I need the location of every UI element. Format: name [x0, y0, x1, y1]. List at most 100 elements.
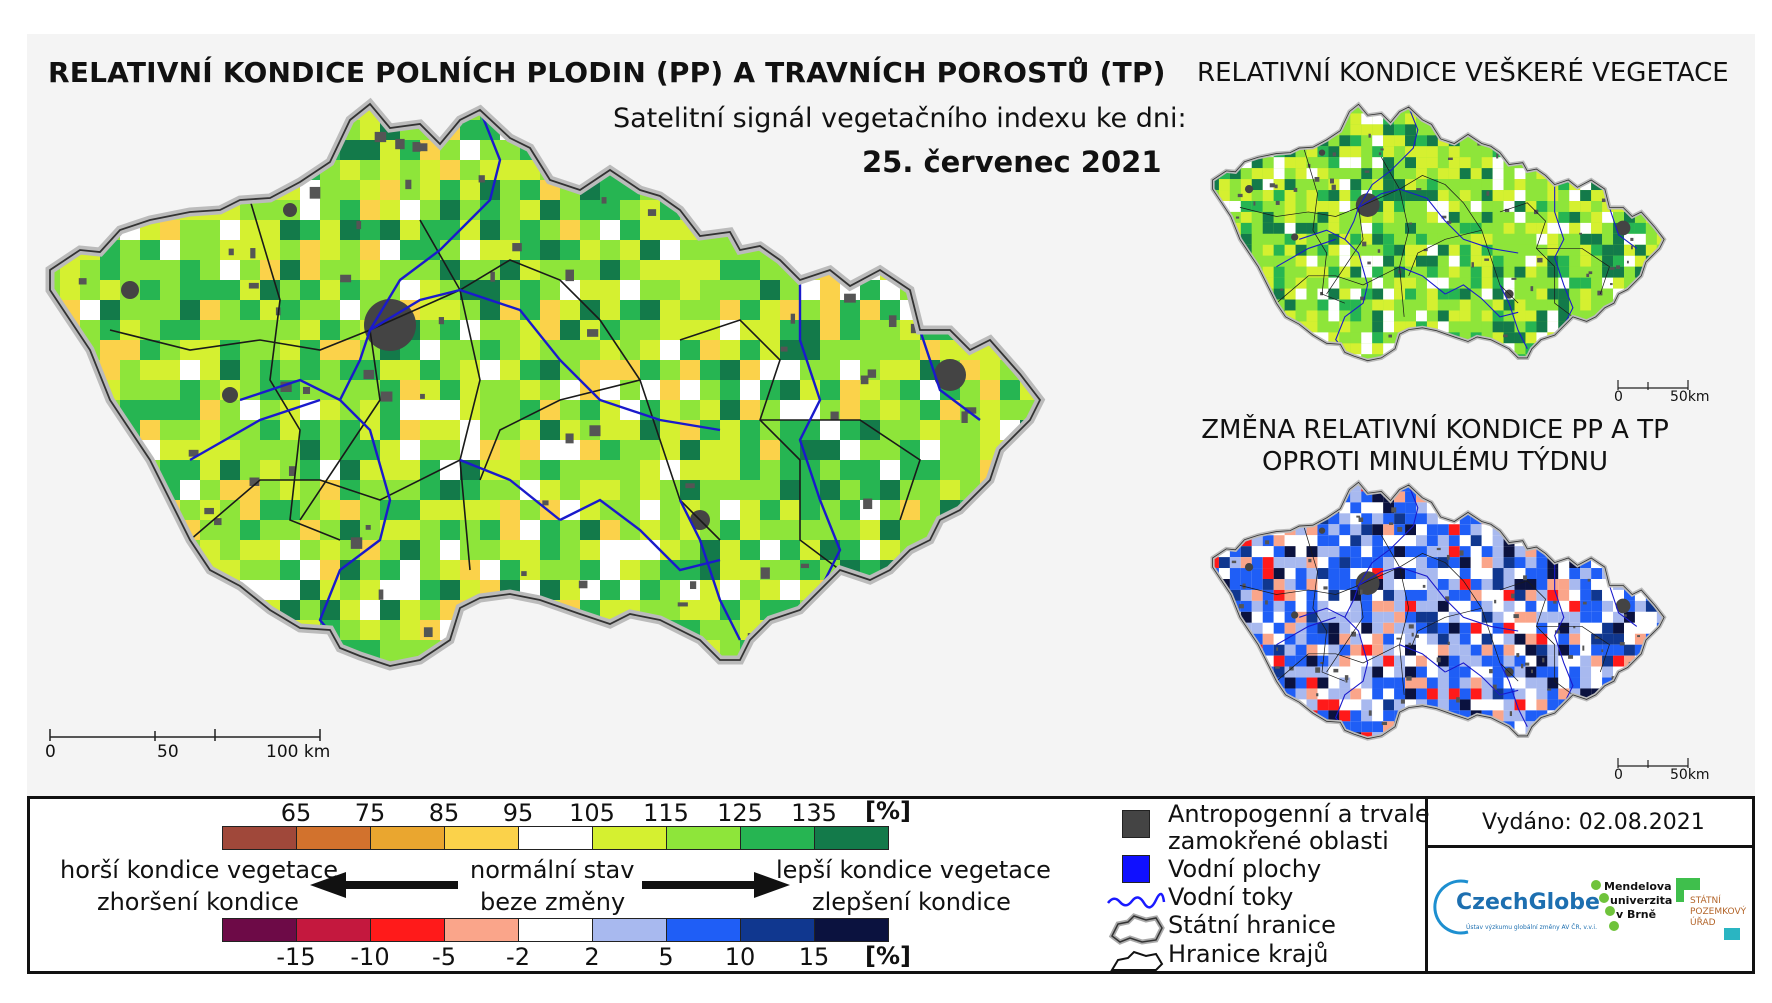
czechglobe-logo-mark — [1433, 879, 1469, 935]
condition_scale-tick-4: 105 — [569, 799, 615, 827]
better-condition-label: lepší kondice vegetace — [776, 856, 1051, 884]
condition_scale-tick-2: 85 — [428, 799, 460, 827]
legend-divider-vertical — [1425, 799, 1428, 974]
river — [1299, 229, 1346, 240]
czechglobe-subtitle: Ústav výzkumu globální změny AV ČR, v.v.… — [1466, 924, 1597, 931]
river — [559, 498, 721, 572]
change-unit: [%] — [865, 942, 911, 970]
change_scale-tick-2: -5 — [432, 943, 456, 971]
normal-state-label: normální stav — [470, 856, 635, 884]
river-symbol — [1107, 892, 1166, 909]
change_scale-tick-0: -15 — [276, 943, 316, 971]
river — [459, 458, 561, 521]
river — [1444, 284, 1519, 318]
mendel-logo-dots — [1591, 880, 1619, 931]
condition-unit: [%] — [865, 797, 911, 825]
river — [1276, 238, 1336, 268]
mendel-logo-line3: v Brně — [1616, 908, 1657, 921]
region-border — [679, 319, 801, 461]
spu-logo-mark — [1676, 878, 1740, 940]
region-border — [1499, 202, 1555, 267]
river — [1499, 284, 1528, 350]
region-border — [1303, 147, 1345, 304]
condition_scale-swatch-7 — [740, 826, 815, 850]
main-condition-map — [45, 97, 1046, 671]
change_scale-tick-5: 5 — [658, 943, 674, 971]
region-border — [419, 219, 481, 571]
condition_scale-tick-7: 135 — [791, 799, 837, 827]
river — [1554, 184, 1574, 327]
region-border — [1554, 266, 1574, 318]
region-border — [369, 259, 601, 331]
subtitle: Satelitní signál vegetačního indexu ke d… — [613, 103, 1187, 134]
improvement-label: zlepšení kondice — [812, 888, 1011, 916]
region-border — [1358, 553, 1464, 586]
regions-label: Hranice krajů — [1168, 940, 1329, 968]
condition_scale-tick-6: 125 — [717, 799, 763, 827]
change_scale-swatch-7 — [740, 918, 815, 942]
region-border — [1381, 535, 1410, 695]
region-border — [1239, 207, 1359, 217]
state-border — [1212, 103, 1665, 362]
river — [1358, 566, 1519, 632]
spu-logo-line1: STÁTNÍ — [1690, 896, 1721, 906]
anthropogenic-symbol — [1122, 810, 1150, 838]
worsening-label: zhoršení kondice — [97, 888, 299, 916]
main-scale-bar — [49, 729, 321, 741]
chg-scale-label-50: 50km — [1670, 767, 1710, 783]
change_scale-swatch-6 — [666, 918, 741, 942]
state-border-label: Státní hranice — [1168, 911, 1336, 939]
scale-label-100: 100 km — [266, 742, 331, 762]
mendel-logo-line1: Mendelova — [1604, 880, 1672, 893]
no-change-label: beze změny — [480, 888, 626, 916]
river — [1399, 266, 1446, 295]
region-border — [1276, 644, 1400, 682]
main-title: RELATIVNÍ KONDICE POLNÍCH PLODIN (PP) A … — [48, 56, 1166, 89]
date-label: 25. červenec 2021 — [862, 145, 1162, 179]
river — [1358, 188, 1519, 254]
change-map — [1210, 479, 1667, 741]
condition_scale-tick-1: 75 — [354, 799, 386, 827]
river — [1299, 607, 1346, 618]
change_scale-swatch-5 — [592, 918, 667, 942]
vegetation-title: RELATIVNÍ KONDICE VEŠKERÉ VEGETACE — [1197, 58, 1729, 88]
condition_scale-swatch-5 — [592, 826, 667, 850]
water-bodies-label: Vodní plochy — [1168, 855, 1322, 883]
region-border — [1408, 229, 1482, 276]
region-border — [1463, 202, 1519, 304]
region-border — [1239, 585, 1359, 595]
region-border — [1381, 157, 1410, 317]
vegetation-scale-bar — [1617, 380, 1689, 390]
chg-scale-label-0: 0 — [1614, 767, 1623, 783]
change_scale-swatch-2 — [370, 918, 445, 942]
region-border — [189, 459, 461, 541]
change-title: ZMĚNA RELATIVNÍ KONDICE PP A TP OPROTI M… — [1165, 414, 1705, 478]
change_scale-tick-7: 15 — [798, 943, 830, 971]
condition_scale-swatch-3 — [444, 826, 519, 850]
condition_scale-swatch-6 — [666, 826, 741, 850]
region-border — [1463, 580, 1519, 682]
river — [1444, 662, 1519, 696]
water-body-symbol — [1122, 855, 1150, 883]
change_scale-swatch-4 — [518, 918, 593, 942]
rivers-label: Vodní toky — [1168, 883, 1294, 911]
vegetation-condition-map — [1210, 101, 1667, 363]
change_scale-swatch-3 — [444, 918, 519, 942]
czechglobe-logo: CzechGlobe — [1456, 890, 1600, 915]
veg-scale-label-0: 0 — [1614, 389, 1623, 405]
river — [678, 499, 742, 641]
right-arrow — [642, 872, 790, 898]
river — [1608, 585, 1638, 627]
river — [369, 288, 721, 432]
river — [189, 398, 321, 462]
region-border — [1408, 607, 1482, 654]
region-border — [1276, 266, 1400, 304]
river — [1276, 616, 1336, 646]
region-border — [479, 379, 641, 481]
change_scale-swatch-0 — [222, 918, 297, 942]
region-border — [1326, 207, 1364, 295]
change_scale-swatch-8 — [814, 918, 889, 942]
map-veg-pixels — [1212, 104, 1665, 361]
river — [1335, 484, 1419, 735]
scale-label-0: 0 — [45, 742, 56, 762]
